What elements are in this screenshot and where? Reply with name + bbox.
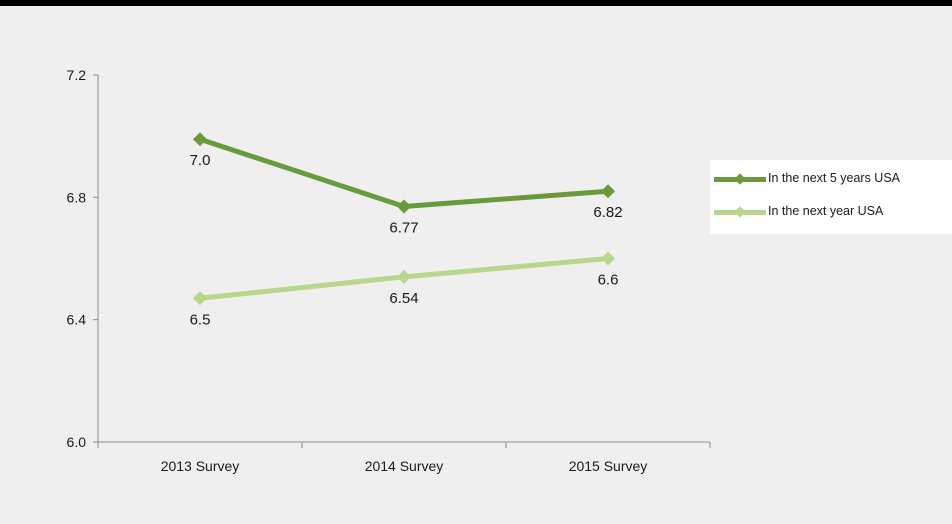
y-tick-label-1: 6.4 [67, 312, 87, 328]
legend-marker-series-1 [734, 173, 746, 185]
y-tick-label-3: 7.2 [67, 67, 87, 83]
x-tick-label-0: 2013 Survey [161, 458, 240, 474]
series-2-data-label-0: 6.5 [190, 311, 211, 328]
line-chart: 6.0 6.4 6.8 7.2 2013 Survey 2014 Survey 2015 S… [67, 67, 711, 474]
series-2-data-label-1: 6.54 [389, 290, 418, 307]
legend-marker-series-2 [734, 206, 746, 218]
series-line-1 [197, 136, 611, 210]
y-tick-label-2: 6.8 [67, 189, 87, 205]
series-1-data-label-1: 6.77 [389, 220, 418, 237]
series-2-point-1 [397, 269, 411, 284]
x-tick-label-2: 2015 Survey [569, 458, 648, 474]
series-1-point-2 [601, 184, 615, 199]
y-tick-label-0: 6.0 [67, 434, 87, 450]
legend: In the next 5 years USA In the next year… [710, 160, 952, 234]
legend-label-series-1: In the next 5 years USA [768, 171, 901, 185]
series-2-point-2 [601, 251, 615, 266]
legend-item-series-1: In the next 5 years USA [710, 168, 952, 190]
series-1-point-1 [397, 199, 411, 214]
x-tick-label-1: 2014 Survey [365, 458, 444, 474]
legend-item-series-2: In the next year USA [710, 201, 952, 223]
top-bar [0, 0, 952, 6]
series-2-data-label-2: 6.6 [598, 272, 619, 289]
legend-label-series-2: In the next year USA [768, 204, 884, 218]
series-1-data-label-0: 7.0 [190, 152, 211, 169]
chart-container: 6.0 6.4 6.8 7.2 2013 Survey 2014 Survey 2015 S… [0, 6, 952, 524]
series-2-point-0 [193, 291, 207, 306]
series-1-point-0 [193, 132, 207, 147]
series-1-data-label-2: 6.82 [593, 204, 622, 221]
